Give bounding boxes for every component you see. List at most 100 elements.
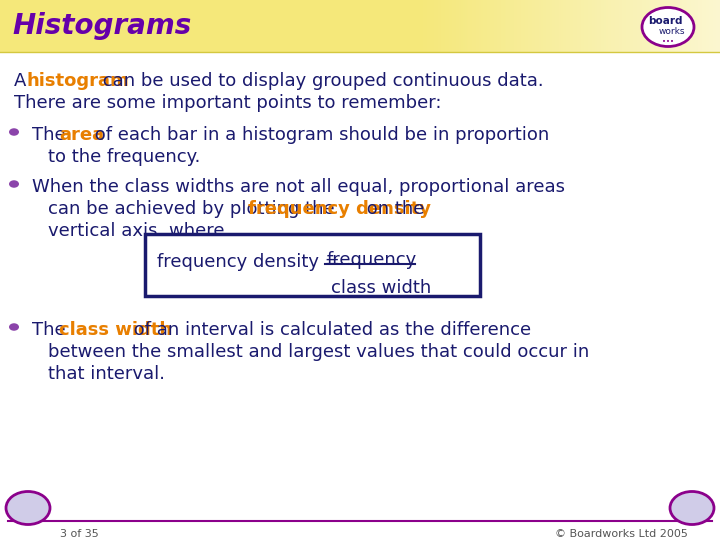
Bar xyxy=(433,0,434,52)
Bar xyxy=(699,0,700,52)
Bar xyxy=(528,0,529,52)
Bar xyxy=(719,0,720,52)
Text: between the smallest and largest values that could occur in: between the smallest and largest values … xyxy=(48,343,589,361)
Bar xyxy=(575,0,576,52)
Text: on the: on the xyxy=(361,200,424,218)
Bar xyxy=(505,0,506,52)
Bar xyxy=(712,0,713,52)
Bar xyxy=(659,0,660,52)
Text: 3 of 35: 3 of 35 xyxy=(60,529,99,539)
Text: works: works xyxy=(659,26,685,36)
Bar xyxy=(613,0,614,52)
Bar xyxy=(618,0,619,52)
Bar xyxy=(711,0,712,52)
Bar xyxy=(619,0,620,52)
Bar xyxy=(706,0,707,52)
Text: class width: class width xyxy=(331,279,431,297)
Bar xyxy=(648,0,649,52)
Bar xyxy=(517,0,518,52)
Bar xyxy=(658,0,659,52)
Bar xyxy=(475,0,476,52)
Bar xyxy=(669,0,670,52)
Bar xyxy=(444,0,445,52)
Bar xyxy=(605,0,606,52)
Bar xyxy=(571,0,572,52)
Bar xyxy=(434,0,435,52)
Bar xyxy=(680,0,681,52)
Text: can be used to display grouped continuous data.: can be used to display grouped continuou… xyxy=(97,72,544,90)
Bar xyxy=(696,0,697,52)
Bar xyxy=(594,0,595,52)
Bar xyxy=(503,0,504,52)
Text: vertical axis, where: vertical axis, where xyxy=(48,222,225,240)
Bar xyxy=(424,0,425,52)
Bar xyxy=(668,0,669,52)
Bar xyxy=(491,0,492,52)
Bar xyxy=(553,0,554,52)
Bar xyxy=(684,0,685,52)
Text: frequency density =: frequency density = xyxy=(157,253,340,271)
Bar xyxy=(675,0,676,52)
Bar xyxy=(531,0,532,52)
Bar xyxy=(540,0,541,52)
Bar xyxy=(650,0,651,52)
Bar xyxy=(620,0,621,52)
Bar xyxy=(663,0,664,52)
Bar xyxy=(686,0,687,52)
Text: of each bar in a histogram should be in proportion: of each bar in a histogram should be in … xyxy=(89,126,549,144)
Bar xyxy=(691,0,692,52)
Text: class width: class width xyxy=(59,321,172,339)
Bar xyxy=(578,0,579,52)
Circle shape xyxy=(9,128,19,136)
Bar xyxy=(632,0,633,52)
Bar xyxy=(530,0,531,52)
Bar xyxy=(554,0,555,52)
Bar xyxy=(476,0,477,52)
Bar xyxy=(545,0,546,52)
Bar xyxy=(430,0,431,52)
Bar xyxy=(561,0,562,52)
Circle shape xyxy=(642,8,694,46)
Bar xyxy=(625,0,626,52)
Bar xyxy=(469,0,470,52)
Bar xyxy=(495,0,496,52)
Bar xyxy=(590,0,591,52)
Bar xyxy=(448,0,449,52)
Bar xyxy=(551,0,552,52)
Bar xyxy=(494,0,495,52)
Bar xyxy=(630,0,631,52)
Bar xyxy=(449,0,450,52)
Bar xyxy=(520,0,521,52)
Bar xyxy=(439,0,440,52)
Bar xyxy=(557,0,558,52)
Bar xyxy=(708,0,709,52)
Bar xyxy=(484,0,485,52)
Bar xyxy=(459,0,460,52)
Bar xyxy=(521,0,522,52)
Text: The: The xyxy=(32,321,71,339)
Bar xyxy=(567,0,568,52)
Bar xyxy=(428,0,429,52)
Bar xyxy=(497,0,498,52)
Bar xyxy=(595,0,596,52)
Bar xyxy=(602,0,603,52)
Text: area: area xyxy=(59,126,104,144)
Bar xyxy=(463,0,464,52)
Text: © Boardworks Ltd 2005: © Boardworks Ltd 2005 xyxy=(555,529,688,539)
Circle shape xyxy=(9,323,19,330)
Bar xyxy=(666,0,667,52)
Bar xyxy=(423,0,424,52)
Bar xyxy=(609,0,610,52)
Bar xyxy=(486,0,487,52)
Bar xyxy=(425,0,426,52)
Bar xyxy=(624,0,625,52)
Bar xyxy=(451,0,452,52)
Bar xyxy=(426,0,427,52)
Bar xyxy=(482,0,483,52)
Bar xyxy=(703,0,704,52)
Bar xyxy=(464,0,465,52)
Bar xyxy=(601,0,602,52)
Bar xyxy=(608,0,609,52)
Bar xyxy=(458,0,459,52)
Bar xyxy=(701,0,702,52)
